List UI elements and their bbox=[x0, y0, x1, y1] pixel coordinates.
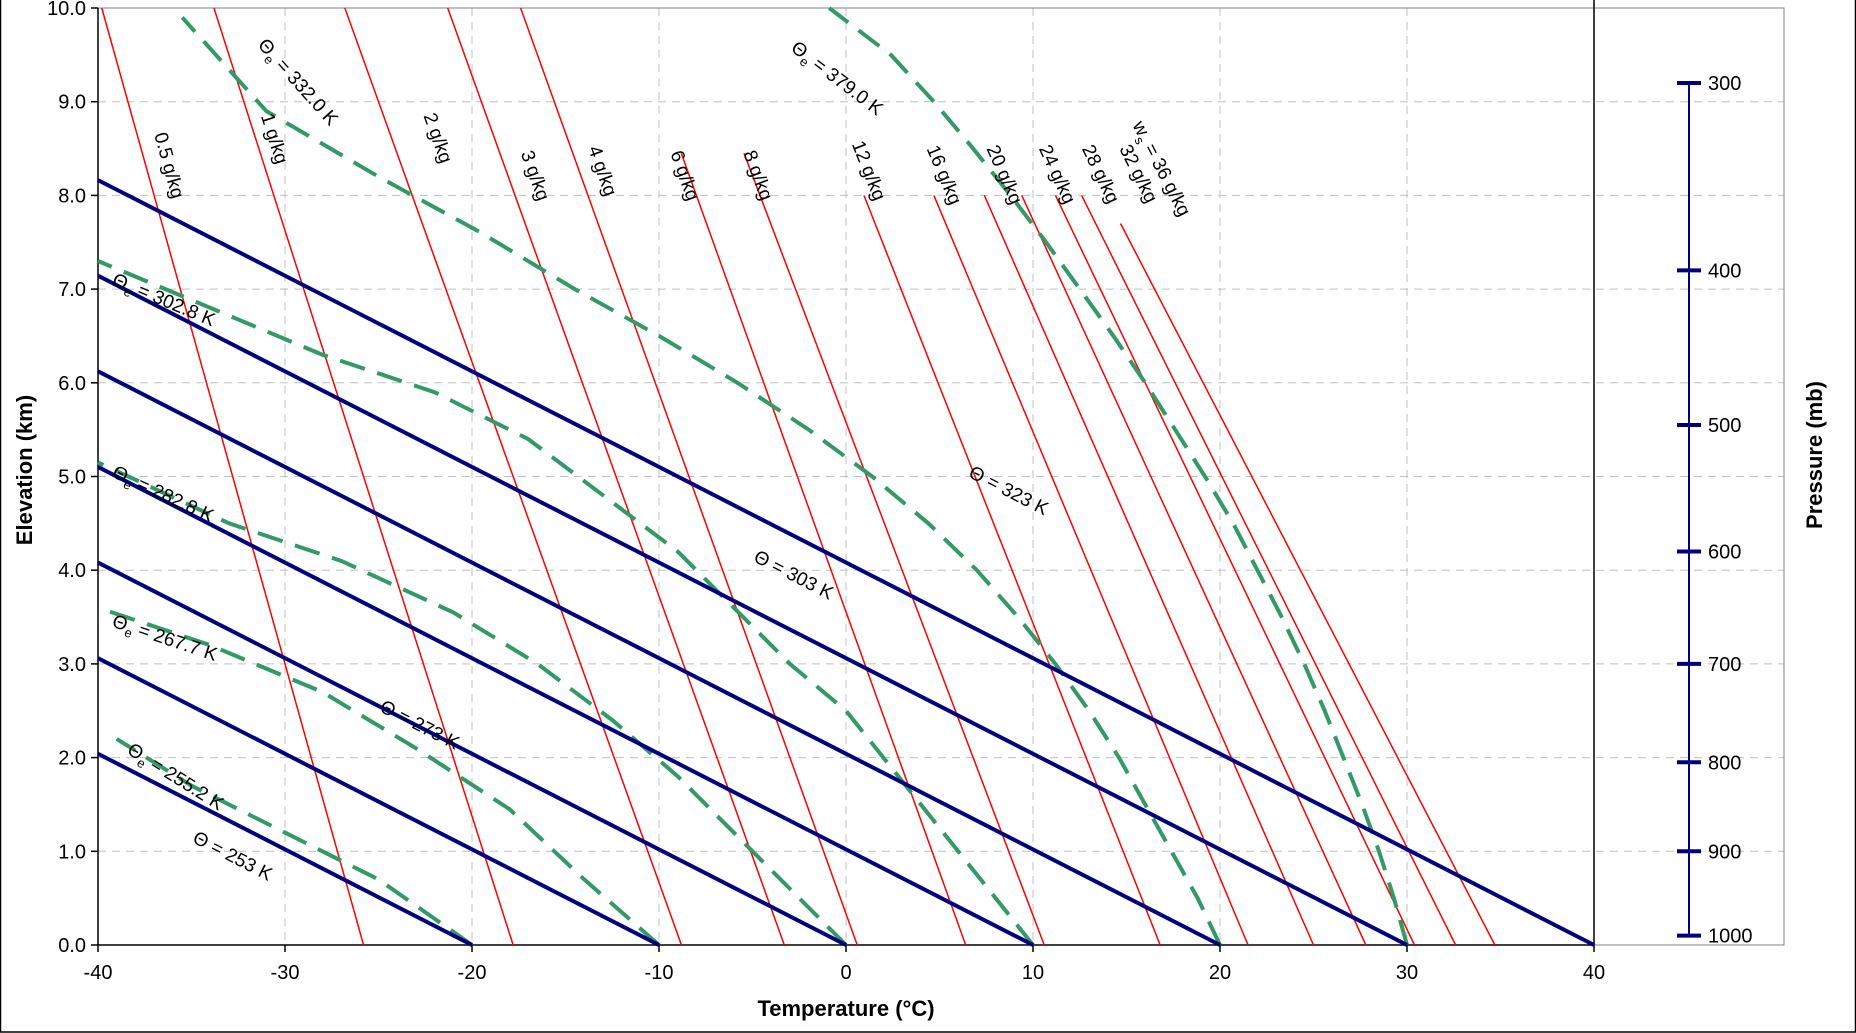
y-tick-label: 5.0 bbox=[58, 467, 86, 489]
dry-adiabats bbox=[97, 178, 1595, 947]
moist-adiabat-line bbox=[97, 259, 1035, 947]
dry-adiabat-line bbox=[97, 656, 660, 947]
mixing-ratio-line bbox=[743, 152, 1045, 946]
pressure-tick-label: 700 bbox=[1708, 654, 1741, 676]
y-tick-label: 0.0 bbox=[58, 935, 86, 957]
mixing-ratio-line bbox=[1119, 223, 1496, 946]
mixing-ratio-line bbox=[213, 7, 514, 946]
mixing-ratio-line bbox=[519, 7, 858, 946]
x-axis-title: Temperature (°C) bbox=[757, 996, 934, 1021]
y-tick-label: 9.0 bbox=[58, 92, 86, 114]
x-tick-label: -20 bbox=[458, 962, 487, 984]
grid-lines bbox=[98, 8, 1784, 945]
pressure-tick-label: 400 bbox=[1708, 260, 1741, 282]
y-tick-label: 2.0 bbox=[58, 748, 86, 770]
pressure-tick-label: 600 bbox=[1708, 541, 1741, 563]
x-axis-ticks: -40 -30 -20 -10 0 10 20 30 40 bbox=[84, 945, 1605, 984]
pressure-tick-label: 500 bbox=[1708, 415, 1741, 437]
dry-adiabat-line bbox=[97, 273, 1408, 947]
pressure-tick-label: 900 bbox=[1708, 841, 1741, 863]
y-tick-label: 7.0 bbox=[58, 279, 86, 301]
mixing-ratio-line bbox=[101, 7, 365, 946]
y-tick-label: 8.0 bbox=[58, 185, 86, 207]
x-tick-label: 10 bbox=[1022, 962, 1044, 984]
x-tick-label: -40 bbox=[84, 962, 113, 984]
x-tick-label: 0 bbox=[840, 962, 851, 984]
y-tick-label: 3.0 bbox=[58, 654, 86, 676]
dry-adiabat-line bbox=[97, 751, 473, 947]
mixing-ratio-line bbox=[1021, 195, 1367, 946]
pressure-axis: 300 400 500 600 700 800 900 1000 bbox=[1677, 73, 1753, 948]
dry-adiabat-line bbox=[97, 465, 1034, 947]
dry-adiabat-line bbox=[97, 560, 847, 947]
moist-adiabat-line bbox=[827, 6, 1409, 946]
pressure-tick-label: 800 bbox=[1708, 752, 1741, 774]
mixing-ratio-line bbox=[863, 195, 1161, 946]
y-tick-label: 10.0 bbox=[47, 0, 86, 20]
y-tick-label: 4.0 bbox=[58, 560, 86, 582]
moist-adiabat-line bbox=[97, 605, 661, 947]
y-axis-title: Elevation (km) bbox=[12, 395, 37, 545]
x-tick-label: -10 bbox=[645, 962, 674, 984]
moist-adiabat-line bbox=[97, 460, 848, 947]
moist-adiabats bbox=[97, 6, 1409, 947]
mixing-ratio-line bbox=[983, 195, 1315, 946]
mixing-ratio-line bbox=[933, 195, 1249, 946]
pressure-tick-label: 1000 bbox=[1708, 926, 1753, 948]
moist-adiabat-line bbox=[115, 737, 474, 947]
dry-adiabat-line bbox=[97, 178, 1595, 947]
mixing-ratio-line bbox=[344, 7, 683, 946]
y-tick-label: 6.0 bbox=[58, 373, 86, 395]
x-tick-label: 20 bbox=[1209, 962, 1231, 984]
x-tick-label: 30 bbox=[1396, 962, 1418, 984]
mixing-ratio-lines bbox=[101, 7, 1496, 946]
mixing-ratio-line bbox=[1054, 195, 1416, 946]
dry-adiabat-line bbox=[97, 369, 1221, 947]
pressure-tick-label: 300 bbox=[1708, 73, 1741, 95]
moist-adiabat-line bbox=[180, 16, 1222, 946]
y-axis-ticks: 0.0 1.0 2.0 3.0 4.0 5.0 6.0 7.0 8.0 9.0 10.0 bbox=[47, 0, 98, 957]
x-tick-label: 40 bbox=[1583, 962, 1605, 984]
mixing-ratio-line bbox=[1080, 195, 1457, 946]
y2-axis-title: Pressure (mb) bbox=[1802, 381, 1827, 529]
x-tick-label: -30 bbox=[271, 962, 300, 984]
y-tick-label: 1.0 bbox=[58, 841, 86, 863]
